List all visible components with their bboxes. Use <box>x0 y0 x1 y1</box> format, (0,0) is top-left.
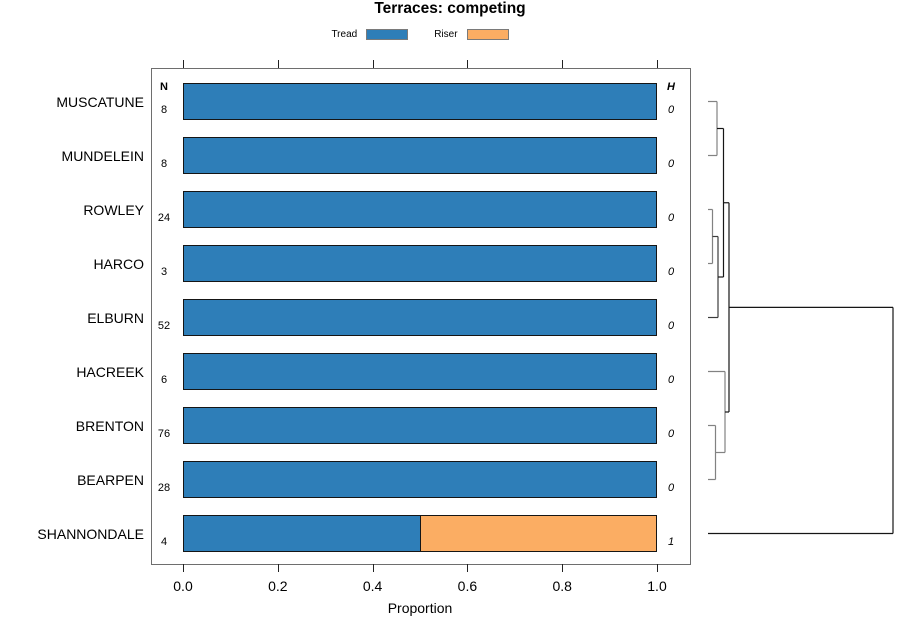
bar <box>183 299 657 336</box>
x-axis-tick <box>657 564 658 572</box>
h-value: 0 <box>667 212 675 224</box>
bar-segment-tread <box>184 138 656 173</box>
h-value: 0 <box>667 266 675 278</box>
x-axis-tick-label: 0.6 <box>457 578 478 594</box>
n-value: 76 <box>157 428 171 440</box>
x-axis-tick-label: 0.0 <box>173 578 193 594</box>
x-axis-tick-top <box>277 60 279 68</box>
n-value: 52 <box>157 320 171 332</box>
bar <box>183 83 657 120</box>
bar <box>183 353 657 390</box>
bar <box>183 245 657 282</box>
legend-swatch <box>366 28 409 40</box>
bar-segment-riser <box>419 516 656 551</box>
plot-box <box>151 68 691 565</box>
h-value: 0 <box>667 158 675 170</box>
bar-segment-tread <box>184 192 656 227</box>
bar <box>183 461 657 498</box>
h-column-header: H <box>667 81 675 93</box>
bar <box>183 407 657 444</box>
x-axis-tick-top <box>562 60 564 68</box>
n-value: 8 <box>160 104 168 116</box>
category-label: HACREEK <box>76 363 144 380</box>
bar-segment-tread <box>184 84 656 119</box>
x-axis-tick-label: 0.4 <box>362 578 383 594</box>
bar-segment-tread <box>184 408 656 443</box>
h-value: 0 <box>667 104 675 116</box>
category-label: MUSCATUNE <box>56 93 144 110</box>
x-axis-tick-label: 0.2 <box>268 578 288 594</box>
category-label: SHANNONDALE <box>37 525 144 542</box>
legend: Tread Riser <box>182 27 658 41</box>
legend-entry: Tread <box>331 28 409 40</box>
x-axis-tick-label: 0.8 <box>552 578 572 594</box>
category-label: HARCO <box>93 255 144 272</box>
chart-title: Terraces: competing <box>374 0 526 17</box>
n-value: 8 <box>160 158 168 170</box>
h-value: 0 <box>667 320 675 332</box>
x-axis-tick <box>372 564 374 572</box>
n-value: 3 <box>160 266 168 278</box>
n-value: 6 <box>160 374 168 386</box>
bar-segment-tread <box>184 516 420 551</box>
category-label: MUNDELEIN <box>61 147 144 164</box>
h-value: 0 <box>667 374 675 386</box>
category-label: ROWLEY <box>83 201 144 218</box>
x-axis-tick-top <box>372 60 374 68</box>
bar-segment-tread <box>184 462 656 497</box>
h-value: 0 <box>667 428 675 440</box>
n-value: 24 <box>157 212 171 224</box>
bar-segment-tread <box>184 300 656 335</box>
x-axis-title: Proportion <box>387 600 453 616</box>
x-axis-tick <box>277 564 279 572</box>
category-label: BEARPEN <box>77 471 144 488</box>
h-value: 1 <box>667 536 675 548</box>
bar <box>183 515 657 552</box>
x-axis-tick-top <box>467 60 469 68</box>
bar-segment-tread <box>184 246 656 281</box>
x-axis-tick-top <box>183 60 184 68</box>
x-axis-tick <box>183 564 184 572</box>
n-value: 4 <box>160 536 168 548</box>
bar-segment-tread <box>184 354 656 389</box>
h-value: 0 <box>667 482 675 494</box>
bar <box>183 191 657 228</box>
n-column-header: N <box>160 81 168 93</box>
x-axis-tick <box>467 564 469 572</box>
category-label: ELBURN <box>87 309 144 326</box>
legend-entry: Riser <box>434 28 509 40</box>
bar <box>183 137 657 174</box>
category-label: BRENTON <box>75 417 144 434</box>
legend-swatch <box>466 28 509 40</box>
x-axis-tick-top <box>657 60 658 68</box>
x-axis-tick-label: 1.0 <box>647 578 667 594</box>
n-value: 28 <box>157 482 171 494</box>
legend-label: Tread <box>331 28 358 40</box>
legend-label: Riser <box>434 28 458 40</box>
x-axis-tick <box>562 564 564 572</box>
